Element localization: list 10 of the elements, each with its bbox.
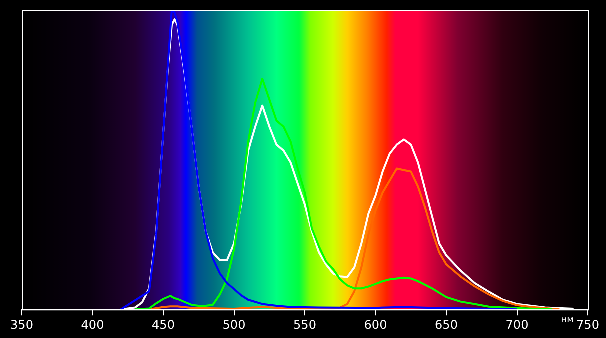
x-tick-label: 750 — [576, 318, 600, 332]
x-axis-title: нм — [561, 315, 574, 326]
x-tick-label: 450 — [152, 318, 175, 332]
x-tick-label: 650 — [435, 318, 458, 332]
x-tick-label: 550 — [294, 318, 316, 332]
x-tick-label: 400 — [81, 318, 104, 332]
x-tick-label: 600 — [364, 318, 388, 332]
x-tick-label: 500 — [222, 318, 246, 332]
x-tick-label: 350 — [10, 318, 34, 332]
x-tick-label: 700 — [506, 318, 529, 332]
